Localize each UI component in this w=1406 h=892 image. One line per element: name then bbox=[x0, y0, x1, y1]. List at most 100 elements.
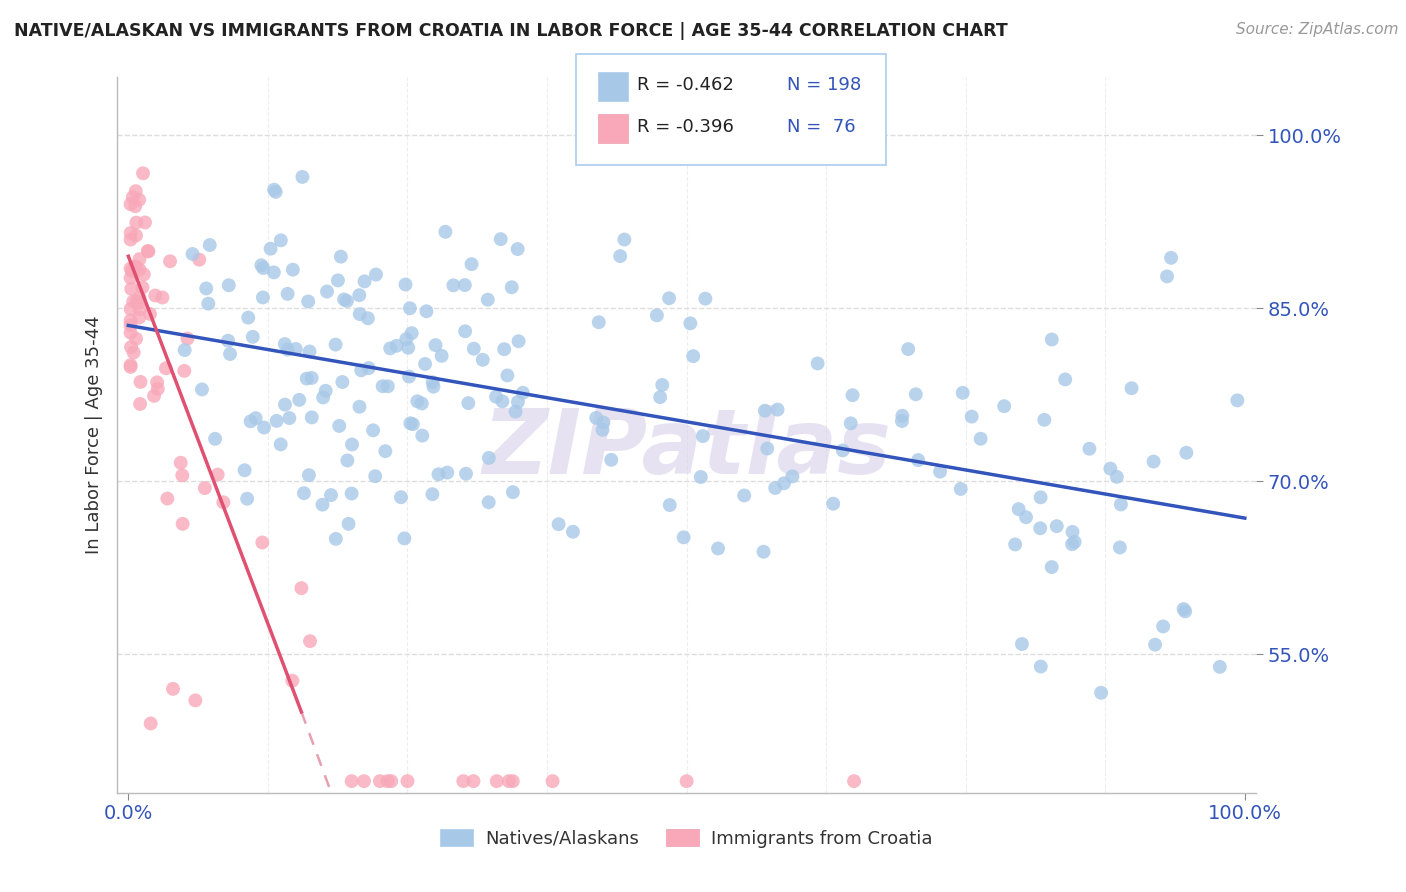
Point bbox=[316, 285, 339, 299]
Point bbox=[389, 490, 412, 504]
Point bbox=[394, 532, 416, 546]
Point bbox=[143, 288, 166, 302]
Point bbox=[460, 257, 482, 271]
Point bbox=[162, 681, 184, 696]
Point bbox=[155, 361, 177, 376]
Point bbox=[1144, 638, 1167, 652]
Point bbox=[396, 341, 419, 355]
Point bbox=[333, 293, 356, 307]
Point bbox=[120, 261, 142, 276]
Text: NATIVE/ALASKAN VS IMMIGRANTS FROM CROATIA IN LABOR FORCE | AGE 35-44 CORRELATION: NATIVE/ALASKAN VS IMMIGRANTS FROM CROATI… bbox=[14, 22, 1008, 40]
Point bbox=[326, 273, 349, 287]
Point bbox=[204, 432, 226, 446]
Point bbox=[297, 294, 319, 309]
Point bbox=[478, 450, 501, 465]
Point bbox=[406, 394, 429, 409]
Point bbox=[993, 399, 1015, 413]
Point bbox=[1142, 454, 1164, 468]
Point bbox=[609, 249, 631, 263]
Point bbox=[960, 409, 983, 424]
Point bbox=[763, 481, 786, 495]
Point bbox=[120, 359, 142, 374]
Point bbox=[301, 371, 323, 385]
Point bbox=[422, 380, 444, 394]
Point bbox=[1121, 381, 1143, 395]
Point bbox=[252, 290, 274, 304]
Point bbox=[1029, 491, 1052, 505]
Point bbox=[357, 311, 380, 326]
Point bbox=[496, 368, 519, 383]
Point bbox=[457, 396, 479, 410]
Point bbox=[245, 411, 267, 425]
Point bbox=[422, 487, 444, 501]
Point bbox=[1033, 413, 1056, 427]
Point bbox=[298, 344, 321, 359]
Point bbox=[173, 364, 195, 378]
Point bbox=[146, 376, 169, 390]
Point bbox=[588, 315, 610, 329]
Point bbox=[839, 417, 862, 431]
Point bbox=[278, 411, 301, 425]
Point bbox=[425, 338, 447, 352]
Point bbox=[436, 466, 458, 480]
Point bbox=[823, 497, 845, 511]
Point bbox=[752, 545, 775, 559]
Point bbox=[675, 774, 697, 789]
Point bbox=[361, 423, 384, 437]
Point bbox=[1040, 560, 1063, 574]
Point bbox=[415, 304, 437, 318]
Point bbox=[422, 376, 444, 390]
Point bbox=[337, 516, 360, 531]
Point bbox=[842, 774, 865, 789]
Point bbox=[401, 326, 423, 340]
Point bbox=[689, 470, 711, 484]
Point bbox=[733, 488, 755, 502]
Point bbox=[364, 268, 387, 282]
Point bbox=[250, 258, 273, 272]
Point bbox=[1109, 541, 1132, 555]
Point bbox=[364, 469, 387, 483]
Point bbox=[217, 334, 239, 348]
Point bbox=[491, 394, 513, 409]
Point bbox=[120, 313, 142, 327]
Point bbox=[122, 345, 145, 359]
Point bbox=[377, 379, 399, 393]
Point bbox=[150, 291, 173, 305]
Point bbox=[349, 307, 371, 321]
Point bbox=[1015, 510, 1038, 524]
Point bbox=[413, 357, 436, 371]
Point bbox=[312, 391, 335, 405]
Point bbox=[396, 774, 419, 789]
Point bbox=[219, 347, 242, 361]
Point bbox=[298, 468, 321, 483]
Point bbox=[385, 339, 408, 353]
Point bbox=[159, 254, 181, 268]
Point bbox=[259, 242, 281, 256]
Point bbox=[236, 491, 259, 506]
Point bbox=[463, 774, 485, 789]
Point bbox=[125, 228, 148, 243]
Point bbox=[128, 302, 150, 317]
Text: ZIPatlas: ZIPatlas bbox=[482, 405, 891, 493]
Point bbox=[807, 356, 830, 370]
Point bbox=[325, 532, 347, 546]
Point bbox=[129, 397, 152, 411]
Point bbox=[1105, 470, 1128, 484]
Point bbox=[329, 250, 352, 264]
Point bbox=[891, 409, 914, 423]
Point bbox=[374, 444, 396, 458]
Point bbox=[907, 453, 929, 467]
Text: N = 198: N = 198 bbox=[787, 76, 862, 94]
Legend: Natives/Alaskans, Immigrants from Croatia: Natives/Alaskans, Immigrants from Croati… bbox=[433, 822, 941, 855]
Point bbox=[831, 443, 853, 458]
Point bbox=[120, 340, 142, 354]
Point bbox=[120, 282, 142, 296]
Point bbox=[124, 199, 146, 213]
Point bbox=[121, 264, 143, 278]
Point bbox=[125, 294, 148, 309]
Point bbox=[120, 326, 142, 340]
Point bbox=[139, 307, 162, 321]
Point bbox=[238, 310, 260, 325]
Point bbox=[139, 716, 162, 731]
Point bbox=[146, 382, 169, 396]
